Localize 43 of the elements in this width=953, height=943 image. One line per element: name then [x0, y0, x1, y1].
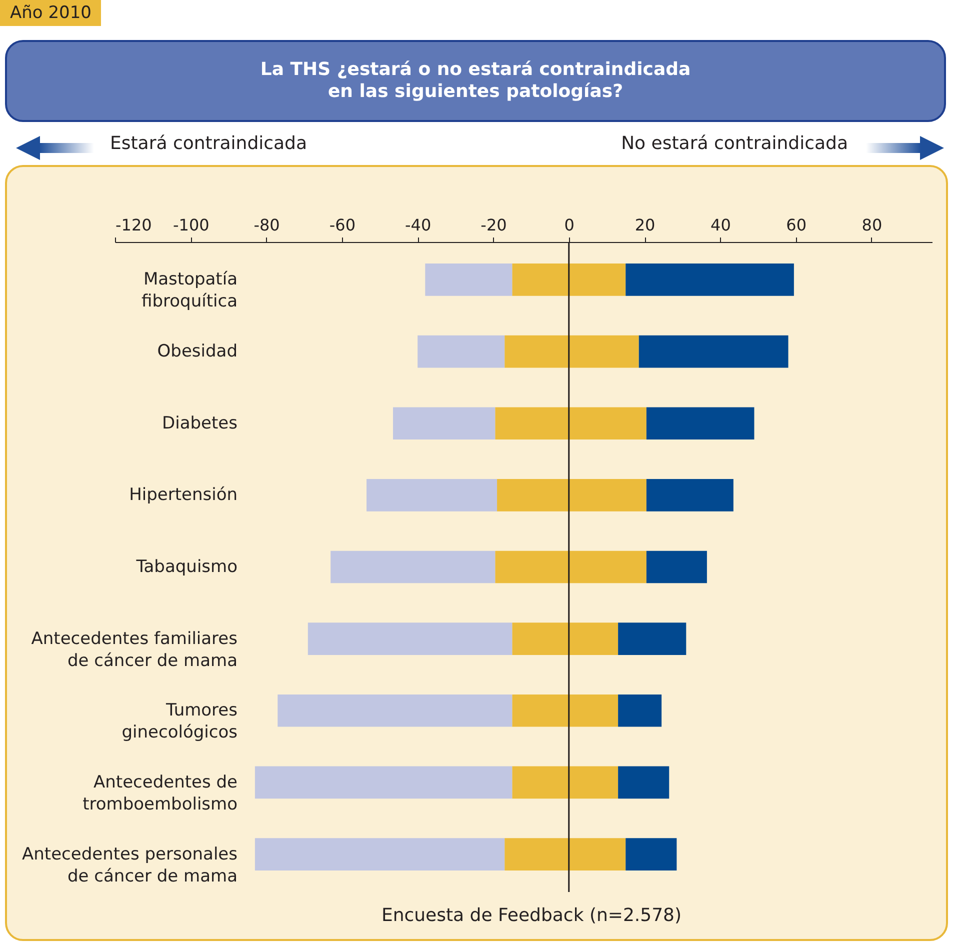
bar — [638, 335, 788, 368]
chart-title: La THS ¿estará o no estará contraindicada en las siguientes patologías? — [5, 40, 946, 122]
text: Año 2010 — [0, 0, 102, 26]
y-tick-label: Diabetes — [162, 413, 238, 434]
bar — [418, 335, 505, 368]
y-tick-label: Mastopatía fibroquítica — [142, 270, 238, 312]
bar — [393, 407, 496, 440]
bar — [618, 694, 662, 727]
bar — [646, 407, 754, 440]
x-tick-label: -100 — [172, 216, 210, 234]
bar — [254, 838, 505, 870]
bar — [646, 479, 734, 512]
x-tick-label: 0 — [564, 216, 574, 234]
x-tick-label: 20 — [634, 216, 656, 234]
bar — [626, 838, 677, 870]
bar — [278, 694, 512, 727]
y-tick-label: Tabaquismo — [135, 557, 238, 577]
text: Estará contraindicada — [110, 133, 308, 154]
bar — [254, 766, 512, 799]
x-tick-label: -120 — [116, 216, 152, 234]
text: Encuesta de Feedback (n=2.578) — [380, 905, 683, 926]
bar — [366, 479, 498, 512]
bar — [425, 264, 512, 296]
bar — [646, 550, 707, 584]
bar — [618, 622, 686, 655]
y-tick-label: Tumores ginecológicos — [122, 700, 238, 743]
bar — [626, 264, 794, 296]
bar — [618, 766, 670, 799]
y-tick-label: Antecedentes personales de cáncer de mama — [22, 844, 238, 886]
y-tick-label: Hipertensión — [129, 485, 238, 506]
y-tick-label: Antecedentes familiares de cáncer de mama — [31, 628, 238, 671]
bar — [330, 550, 496, 584]
x-tick-label: 80 — [862, 216, 882, 234]
bar — [308, 622, 512, 655]
text: No estará contraindicada — [621, 133, 848, 154]
x-tick-label: -40 — [405, 216, 432, 234]
x-tick-label: 40 — [710, 216, 731, 234]
x-tick-label: -60 — [329, 216, 356, 234]
y-tick-label: Antecedentes de tromboembolismo — [82, 772, 238, 814]
y-tick-label: Obesidad — [157, 342, 238, 362]
x-tick-label: 60 — [786, 216, 807, 234]
x-tick-label: -80 — [254, 216, 280, 234]
x-tick-label: -20 — [480, 216, 507, 234]
